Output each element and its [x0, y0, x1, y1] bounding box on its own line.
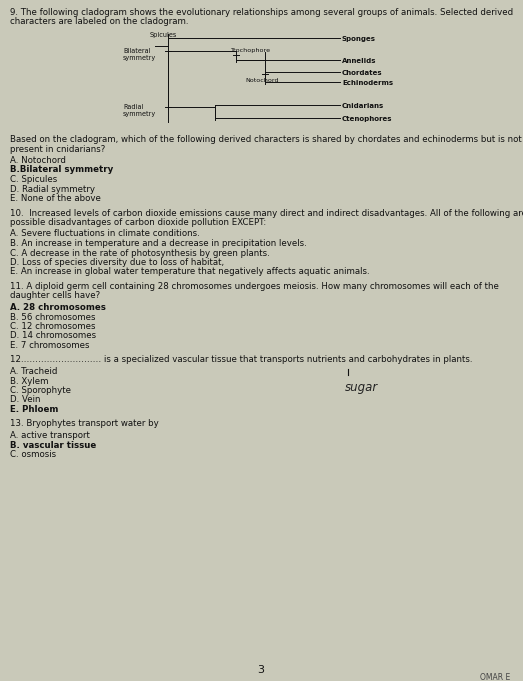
Text: 9. The following cladogram shows the evolutionary relationships among several gr: 9. The following cladogram shows the evo…: [10, 8, 513, 17]
Text: A. Notochord: A. Notochord: [10, 156, 66, 165]
Text: OMAR E: OMAR E: [480, 673, 510, 681]
Text: possible disadvantages of carbon dioxide pollution EXCEPT:: possible disadvantages of carbon dioxide…: [10, 218, 266, 227]
Text: Echinoderms: Echinoderms: [342, 80, 393, 86]
Text: C. osmosis: C. osmosis: [10, 450, 56, 459]
Text: symmetry: symmetry: [123, 55, 156, 61]
Text: Radial: Radial: [123, 104, 143, 110]
Text: symmetry: symmetry: [123, 111, 156, 117]
Text: Sponges: Sponges: [342, 36, 376, 42]
Text: Chordates: Chordates: [342, 70, 383, 76]
Text: characters are labeled on the cladogram.: characters are labeled on the cladogram.: [10, 18, 188, 27]
Text: A. active transport: A. active transport: [10, 431, 90, 440]
Text: B.Bilateral symmetry: B.Bilateral symmetry: [10, 165, 113, 174]
Text: C. A decrease in the rate of photosynthesis by green plants.: C. A decrease in the rate of photosynthe…: [10, 249, 270, 257]
Text: A. Severe fluctuations in climate conditions.: A. Severe fluctuations in climate condit…: [10, 229, 200, 238]
Text: B. Xylem: B. Xylem: [10, 377, 49, 385]
Text: E. 7 chromosomes: E. 7 chromosomes: [10, 341, 89, 350]
Text: C. 12 chromosomes: C. 12 chromosomes: [10, 322, 96, 331]
Text: 13. Bryophytes transport water by: 13. Bryophytes transport water by: [10, 419, 159, 428]
Text: 3: 3: [257, 665, 265, 675]
Text: E. An increase in global water temperature that negatively affects aquatic anima: E. An increase in global water temperatu…: [10, 268, 370, 276]
Text: 10.  Increased levels of carbon dioxide emissions cause many direct and indirect: 10. Increased levels of carbon dioxide e…: [10, 208, 523, 217]
Text: Annelids: Annelids: [342, 58, 377, 64]
Text: D. Radial symmetry: D. Radial symmetry: [10, 185, 95, 193]
Text: C. Spicules: C. Spicules: [10, 175, 57, 184]
Text: D. Loss of species diversity due to loss of habitat,: D. Loss of species diversity due to loss…: [10, 258, 224, 267]
Text: Notochord: Notochord: [245, 78, 279, 83]
Text: A. 28 chromosomes: A. 28 chromosomes: [10, 303, 106, 312]
Text: Bilateral: Bilateral: [123, 48, 151, 54]
Text: Cnidarians: Cnidarians: [342, 103, 384, 109]
Text: A. Tracheid: A. Tracheid: [10, 367, 58, 376]
Text: B. An increase in temperature and a decrease in precipitation levels.: B. An increase in temperature and a decr…: [10, 239, 307, 248]
Text: daughter cells have?: daughter cells have?: [10, 291, 100, 300]
Text: D. 14 chromosomes: D. 14 chromosomes: [10, 332, 96, 340]
Text: C. Sporophyte: C. Sporophyte: [10, 386, 71, 395]
Text: Trochophore: Trochophore: [230, 48, 270, 53]
Text: D. Vein: D. Vein: [10, 396, 40, 405]
Text: present in cnidarians?: present in cnidarians?: [10, 144, 105, 153]
Text: Ctenophores: Ctenophores: [342, 116, 392, 122]
Text: B. vascular tissue: B. vascular tissue: [10, 441, 96, 449]
Text: sugar: sugar: [345, 381, 378, 394]
Text: E. None of the above: E. None of the above: [10, 194, 101, 203]
Text: Based on the cladogram, which of the following derived characters is shared by c: Based on the cladogram, which of the fol…: [10, 135, 522, 144]
Text: 11. A diploid germ cell containing 28 chromosomes undergoes meiosis. How many ch: 11. A diploid germ cell containing 28 ch…: [10, 282, 499, 291]
Text: E. Phloem: E. Phloem: [10, 405, 59, 414]
Text: Spicules: Spicules: [150, 32, 177, 38]
Text: B. 56 chromosomes: B. 56 chromosomes: [10, 313, 96, 321]
Text: 12.……………………… is a specialized vascular tissue that transports nutrients and carb: 12.……………………… is a specialized vascular t…: [10, 355, 472, 364]
